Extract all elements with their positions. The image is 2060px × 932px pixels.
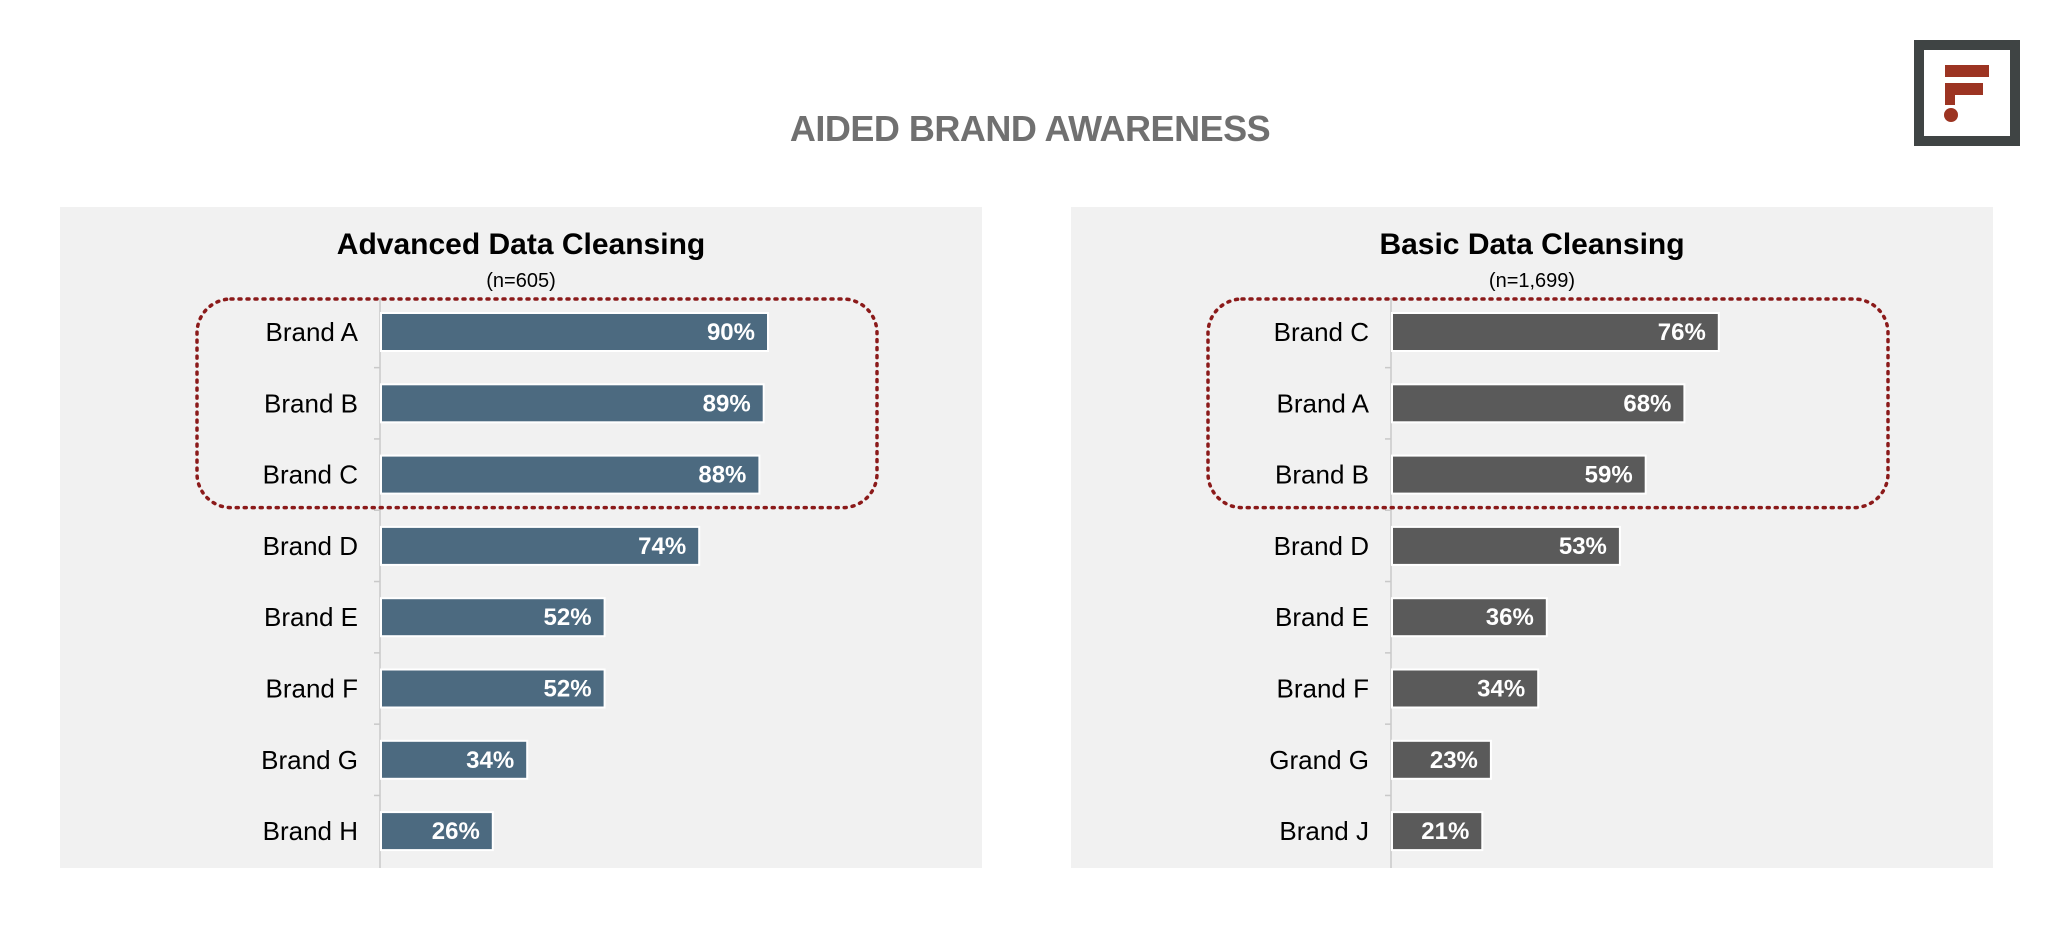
category-label: Brand C	[263, 460, 358, 490]
page-title: AIDED BRAND AWARENESS	[789, 108, 1271, 149]
bar	[1391, 739, 1492, 780]
category-label: Brand A	[1276, 388, 1369, 418]
category-label: Brand H	[263, 816, 358, 846]
chart-panel-basic: Basic Data Cleansing (n=1,699) Brand C 76…	[1071, 207, 1993, 868]
chart-title: Advanced Data Cleansing	[336, 228, 706, 261]
bar	[380, 525, 701, 566]
bar	[380, 668, 606, 709]
bar	[380, 597, 606, 638]
bar	[1391, 811, 1484, 852]
bar-chart-basic: Brand C 76% Brand A 68% Brand B 59% Brand D 53%…	[1206, 297, 1890, 868]
data-label: 68%	[1623, 390, 1671, 417]
data-label: 88%	[698, 462, 746, 489]
data-label: 59%	[1585, 462, 1633, 489]
category-label: Brand D	[1274, 531, 1369, 561]
category-label: Brand D	[263, 531, 358, 561]
bar	[380, 739, 529, 780]
data-label: 34%	[466, 747, 514, 774]
bar	[1391, 312, 1720, 352]
bar	[1391, 454, 1647, 495]
chart-title: Basic Data Cleansing	[1379, 228, 1685, 261]
bar	[380, 312, 769, 352]
bar	[1391, 668, 1540, 709]
bar	[380, 811, 494, 852]
category-label: Brand F	[1277, 674, 1370, 704]
data-label: 21%	[1421, 818, 1469, 845]
bar	[1391, 383, 1686, 424]
category-label: Brand A	[265, 317, 358, 347]
highlight-box	[195, 297, 879, 510]
bar	[380, 454, 761, 495]
category-label: Brand J	[1279, 816, 1369, 846]
bar	[1391, 597, 1548, 638]
category-label: Brand E	[264, 602, 358, 632]
data-label: 76%	[1658, 319, 1706, 346]
bar	[1391, 525, 1621, 566]
chart-panel-advanced: Advanced Data Cleansing (n=605) Brand A 9…	[60, 207, 982, 868]
chart-subtitle: (n=1,699)	[1488, 270, 1576, 292]
data-label: 36%	[1486, 604, 1534, 631]
category-label: Brand C	[1274, 317, 1369, 347]
data-label: 74%	[638, 533, 686, 560]
category-label: Brand G	[261, 745, 358, 775]
data-label: 23%	[1430, 747, 1478, 774]
data-label: 52%	[544, 604, 592, 631]
chart-subtitle: (n=605)	[486, 270, 556, 292]
category-label: Brand B	[264, 388, 358, 418]
bar	[380, 383, 765, 424]
category-label: Brand B	[1275, 460, 1369, 490]
category-label: Grand G	[1269, 745, 1369, 775]
highlight-box	[1206, 297, 1890, 510]
data-label: 89%	[703, 390, 751, 417]
data-label: 26%	[432, 818, 480, 845]
category-label: Brand F	[266, 674, 359, 704]
data-label: 34%	[1477, 676, 1525, 703]
brand-logo-icon	[1914, 40, 2020, 146]
data-label: 52%	[544, 676, 592, 703]
bar-chart-advanced: Brand A 90% Brand B 89% Brand C 88% Brand D 74%…	[195, 297, 879, 868]
data-label: 53%	[1559, 533, 1607, 560]
data-label: 90%	[707, 319, 755, 346]
category-label: Brand E	[1275, 602, 1369, 632]
